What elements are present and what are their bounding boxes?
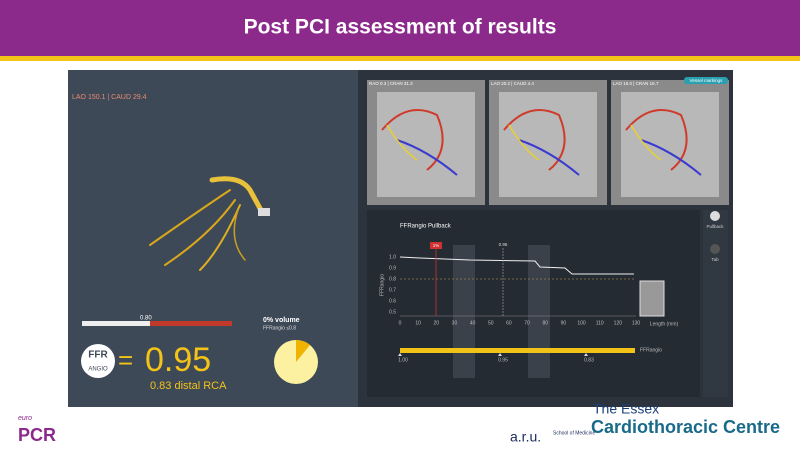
red-marker-label: 1% <box>433 243 440 248</box>
x-tick-label: 50 <box>488 320 494 326</box>
vessel-overlay <box>396 139 458 176</box>
angio-images: RAO 0.3 | CRAN 31.3 LAO 20.2 | CAUD 4.4 LA… <box>367 80 729 205</box>
angio-inner <box>377 92 475 197</box>
angio: ANGIO <box>88 367 108 373</box>
x-tick-label: 10 <box>415 320 421 326</box>
bar-marker <box>398 353 402 356</box>
x-tick-label: 130 <box>632 320 641 326</box>
centre: Cardiothoracic Centre <box>591 417 780 437</box>
tab-label: Pullback <box>706 224 724 229</box>
volume: 0% volume <box>263 317 300 324</box>
title: Post PCI assessment of results <box>244 16 557 39</box>
vessel-overlay <box>503 109 566 171</box>
vessel-overlay <box>625 109 688 171</box>
x-tick-label: 70 <box>524 320 530 326</box>
highlight-band <box>528 245 550 378</box>
x-tick-label: 40 <box>470 320 476 326</box>
y-tick-label: 0.6 <box>389 298 396 304</box>
image-label: RAO 0.3 | CRAN 31.3 <box>369 81 413 86</box>
scale-mark: 0.80 <box>140 316 152 322</box>
pullback-title: FFRangio Pullback <box>400 224 452 230</box>
x-tick-label: 0 <box>399 320 402 326</box>
vessel-overlay <box>630 124 662 161</box>
tab-icon <box>710 244 720 254</box>
ffr-bar <box>400 348 635 353</box>
view-label: LAO 150.1 | CAUD 29.4 <box>72 94 147 101</box>
bar-marker <box>498 353 502 356</box>
y-tick-label: 0.5 <box>389 309 396 315</box>
stent-box <box>639 280 665 317</box>
ffr-badge <box>81 344 115 378</box>
bar-label: 0.95 <box>498 357 508 363</box>
scale-bar-red <box>150 321 232 326</box>
tab-icon <box>710 211 720 221</box>
bar-label: 1.00 <box>398 357 408 363</box>
x-tick-label: 110 <box>596 320 604 326</box>
school: School of Medicine <box>553 430 595 436</box>
header-band <box>0 0 800 56</box>
euro: euro <box>18 415 32 422</box>
angio-inner <box>621 92 719 197</box>
angio-inner <box>499 92 597 197</box>
bar-marker <box>584 353 588 356</box>
pullback-chart: 1.0 0.9 0.8 0.7 0.6 0.50 10 20 30 40 50 60 70 80 90 100… <box>389 242 665 378</box>
vessel-button-label: Vessel markings <box>690 78 724 83</box>
essex: The Essex <box>593 401 659 417</box>
x-tick-label: 20 <box>434 320 440 326</box>
y-tick-label: 0.9 <box>389 265 396 271</box>
x-tick-label: 100 <box>577 320 586 326</box>
x-tick-label: 120 <box>614 320 623 326</box>
sidebar <box>703 210 728 397</box>
tab-label: Tab <box>711 257 719 262</box>
vessel-overlay <box>508 124 540 161</box>
ffr-value: 0.95 <box>145 341 211 379</box>
x-tick-label: 30 <box>452 320 458 326</box>
volume-slice <box>296 339 310 362</box>
vessel-3d <box>149 176 270 271</box>
x-axis-title: Length (mm) <box>650 321 679 327</box>
x-tick-label: 80 <box>542 320 548 326</box>
volume-note: FFRangio ≤0.8 <box>263 325 296 331</box>
equals: = <box>118 345 133 375</box>
bar-name: FFRangio <box>640 347 662 353</box>
sidebar-tabs: Pullback Tab <box>706 211 724 262</box>
image-label: LAO 20.2 | CAUD 4.4 <box>491 81 534 86</box>
vessel-overlay <box>640 139 702 176</box>
pcr: PCR <box>18 425 56 445</box>
pullback-curve <box>399 256 634 275</box>
aru: a.r.u. <box>510 429 541 445</box>
grey-marker-label: 0.95 <box>499 242 508 247</box>
bar-label: 0.83 <box>584 357 594 363</box>
vessel-overlay <box>518 139 580 176</box>
y-tick-label: 0.7 <box>389 287 396 293</box>
x-tick-label: 90 <box>561 320 567 326</box>
vessel-overlay <box>386 124 418 161</box>
ffr: FFR <box>88 350 108 361</box>
y-axis-title: FFRangio <box>379 274 385 296</box>
highlight-band <box>453 245 475 378</box>
y-tick-label: 0.8 <box>389 276 396 282</box>
distal-note: 0.83 distal RCA <box>150 380 227 392</box>
header-stripe <box>0 56 800 61</box>
x-tick-label: 60 <box>506 320 512 326</box>
vessel-overlay <box>381 109 444 171</box>
vessel-button[interactable] <box>684 77 728 84</box>
y-tick-label: 1.0 <box>389 254 396 260</box>
image-label: LAO 16.0 | CRAN 16.7 <box>613 81 659 86</box>
red-marker <box>430 242 442 249</box>
